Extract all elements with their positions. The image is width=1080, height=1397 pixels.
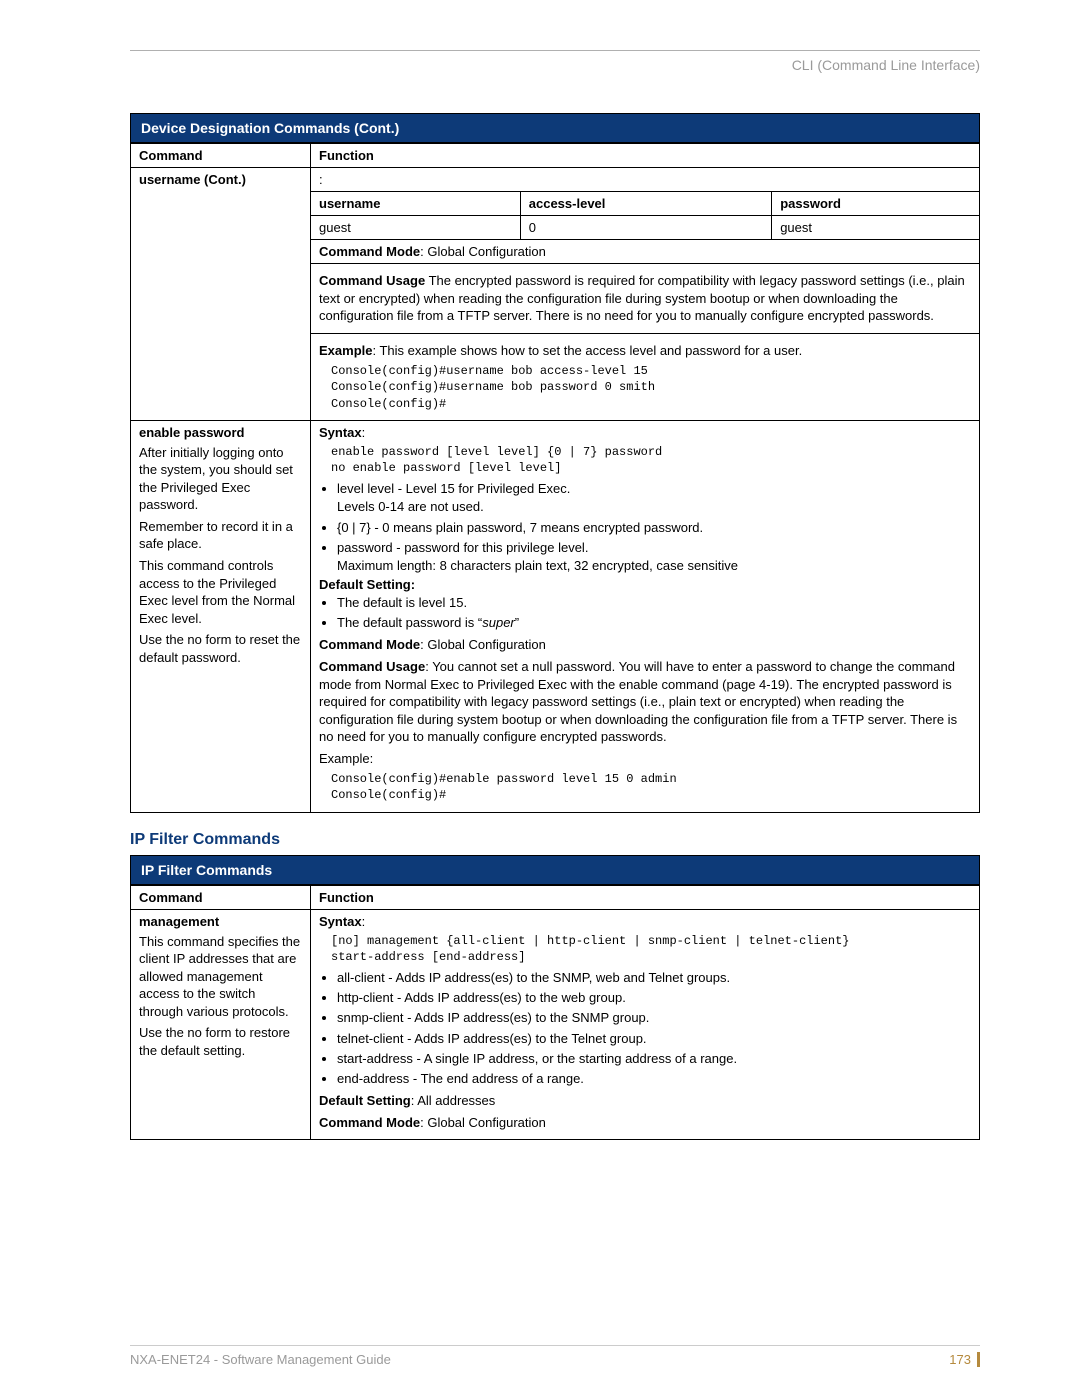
enable-password-name: enable password xyxy=(139,425,302,440)
syntax-code: enable password [level level] {0 | 7} pa… xyxy=(331,444,971,476)
username-example-row: Example: This example shows how to set t… xyxy=(131,333,980,420)
device-designation-table: Command Function username (Cont.) : user… xyxy=(130,143,980,813)
col-command: Command xyxy=(131,144,311,168)
example-label: Example xyxy=(319,343,372,358)
table1-header-row: Command Function xyxy=(131,144,980,168)
col-function: Function xyxy=(311,144,980,168)
page-number: 173 xyxy=(949,1352,980,1367)
ih-access: access-level xyxy=(520,192,771,216)
table2-title: IP Filter Commands xyxy=(130,855,980,885)
ip-filter-section-title: IP Filter Commands xyxy=(130,831,980,849)
mg-desc1: This command specifies the client IP add… xyxy=(139,933,302,1021)
ep-example-label: Example: xyxy=(319,750,971,768)
username-example-cell: Example: This example shows how to set t… xyxy=(311,333,980,420)
top-rule xyxy=(130,50,980,51)
col-function: Function xyxy=(311,885,980,909)
page: CLI (Command Line Interface) Device Desi… xyxy=(0,0,1080,1397)
cmdmode-label: Command Mode xyxy=(319,244,420,259)
table2-header-row: Command Function xyxy=(131,885,980,909)
username-row: username (Cont.) : username access-level… xyxy=(131,168,980,240)
enable-password-row: enable password After initially logging … xyxy=(131,420,980,812)
username-cmdmode-row: Command Mode: Global Configuration xyxy=(131,240,980,264)
mg-cmdmode-text: : Global Configuration xyxy=(420,1115,546,1130)
footer: NXA-ENET24 - Software Management Guide 1… xyxy=(130,1345,980,1367)
mg-b6: end-address - The end address of a range… xyxy=(337,1070,971,1088)
ep-defaults: The default is level 15. The default pas… xyxy=(337,594,971,632)
ep-b3: password - password for this privilege l… xyxy=(337,539,971,575)
mg-desc2: Use the no form to restore the default s… xyxy=(139,1024,302,1059)
col-command: Command xyxy=(131,885,311,909)
mg-b2: http-client - Adds IP address(es) to the… xyxy=(337,989,971,1007)
ep-d1: The default is level 15. xyxy=(337,594,971,612)
ep-example-code: Console(config)#enable password level 15… xyxy=(331,771,971,803)
itd-username: guest xyxy=(311,216,520,240)
mg-default-text: : All addresses xyxy=(411,1093,496,1108)
itd-access: 0 xyxy=(520,216,771,240)
ep-desc1: After initially logging onto the system,… xyxy=(139,444,302,514)
username-usage-cell: Command Usage The encrypted password is … xyxy=(311,264,980,334)
mg-b3: snmp-client - Adds IP address(es) to the… xyxy=(337,1009,971,1027)
mg-b5: start-address - A single IP address, or … xyxy=(337,1050,971,1068)
syntax-label: Syntax xyxy=(319,425,362,440)
ep-desc2: Remember to record it in a safe place. xyxy=(139,518,302,553)
ep-desc4: Use the no form to reset the default pas… xyxy=(139,631,302,666)
username-inner-table: username access-level password guest 0 g… xyxy=(311,191,979,239)
cmdmode-text: : Global Configuration xyxy=(420,244,546,259)
default-label: Default Setting: xyxy=(319,577,971,592)
management-right: Syntax: [no] management {all-client | ht… xyxy=(311,909,980,1140)
blank-cell xyxy=(131,333,311,420)
username-cmd-name: username (Cont.) xyxy=(131,168,311,240)
mg-default-label: Default Setting xyxy=(319,1093,411,1108)
blank-cell xyxy=(131,264,311,334)
enable-password-left: enable password After initially logging … xyxy=(131,420,311,812)
ep-bullets: level level - Level 15 for Privileged Ex… xyxy=(337,480,971,575)
ep-usage-label: Command Usage xyxy=(319,659,425,674)
username-cmdmode-cell: Command Mode: Global Configuration xyxy=(311,240,980,264)
usage-label: Command Usage xyxy=(319,273,425,288)
ep-cmdmode-label: Command Mode xyxy=(319,637,420,652)
ih-username: username xyxy=(311,192,520,216)
username-function-cell: : username access-level password guest 0… xyxy=(311,168,980,240)
table1-title: Device Designation Commands (Cont.) xyxy=(130,113,980,143)
ip-filter-table: Command Function management This command… xyxy=(130,885,980,1141)
ep-d2: The default password is “super” xyxy=(337,614,971,632)
example-code: Console(config)#username bob access-leve… xyxy=(331,363,971,412)
management-name: management xyxy=(139,914,302,929)
ep-desc3: This command controls access to the Priv… xyxy=(139,557,302,627)
mg-syntax-label: Syntax xyxy=(319,914,362,929)
management-row: management This command specifies the cl… xyxy=(131,909,980,1140)
ih-password: password xyxy=(772,192,979,216)
ep-b2: {0 | 7} - 0 means plain password, 7 mean… xyxy=(337,519,971,537)
ep-b1-sub: Levels 0-14 are not used. xyxy=(337,499,484,514)
enable-password-right: Syntax: enable password [level level] {0… xyxy=(311,420,980,812)
mg-cmdmode-label: Command Mode xyxy=(319,1115,420,1130)
username-usage-row: Command Usage The encrypted password is … xyxy=(131,264,980,334)
colon: : xyxy=(311,168,979,191)
footer-left: NXA-ENET24 - Software Management Guide xyxy=(130,1352,391,1367)
mg-syntax-code: [no] management {all-client | http-clien… xyxy=(331,933,971,965)
ep-cmdmode-text: : Global Configuration xyxy=(420,637,546,652)
mg-b4: telnet-client - Adds IP address(es) to t… xyxy=(337,1030,971,1048)
example-text: : This example shows how to set the acce… xyxy=(372,343,802,358)
management-left: management This command specifies the cl… xyxy=(131,909,311,1140)
mg-bullets: all-client - Adds IP address(es) to the … xyxy=(337,969,971,1088)
mg-b1: all-client - Adds IP address(es) to the … xyxy=(337,969,971,987)
ep-b3-sub: Maximum length: 8 characters plain text,… xyxy=(337,558,738,573)
blank-cell xyxy=(131,240,311,264)
header-right: CLI (Command Line Interface) xyxy=(130,57,980,73)
itd-password: guest xyxy=(772,216,979,240)
ep-b1: level level - Level 15 for Privileged Ex… xyxy=(337,480,971,516)
